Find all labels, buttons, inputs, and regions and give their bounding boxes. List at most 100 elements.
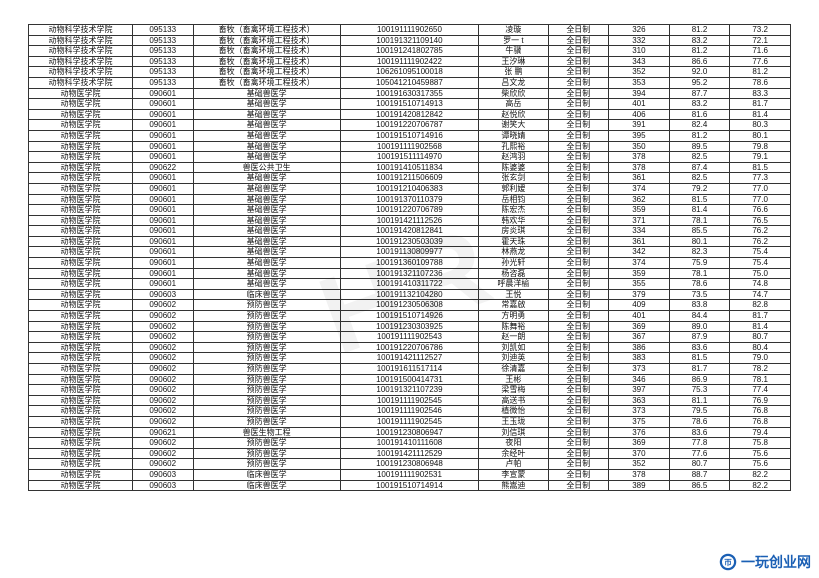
table-cell: 87.9	[669, 332, 730, 343]
table-cell: 100191210406383	[340, 183, 479, 194]
table-row: 动物医学院090601基础兽医学100191211506609张玄剑全日制361…	[29, 173, 791, 184]
table-cell: 100191421112529	[340, 448, 479, 459]
table-cell: 陈宏杰	[479, 205, 548, 216]
table-cell: 孙光轩	[479, 258, 548, 269]
table-cell: 77.0	[730, 194, 791, 205]
table-cell: 100191611517114	[340, 364, 479, 375]
table-cell: 动物医学院	[29, 130, 133, 141]
table-cell: 81.6	[669, 109, 730, 120]
table-cell: 预防兽医学	[193, 385, 340, 396]
table-row: 动物医学院090602预防兽医学100191410111608夜阳全日制3697…	[29, 438, 791, 449]
table-cell: 梁雪梅	[479, 385, 548, 396]
table-cell: 85.5	[669, 226, 730, 237]
table-cell: 72.1	[730, 35, 791, 46]
table-cell: 090601	[132, 205, 193, 216]
table-cell: 090601	[132, 215, 193, 226]
table-cell: 全日制	[548, 183, 609, 194]
table-cell: 基础兽医学	[193, 99, 340, 110]
table-cell: 动物医学院	[29, 385, 133, 396]
table-cell: 预防兽医学	[193, 332, 340, 343]
table-cell: 临床兽医学	[193, 480, 340, 491]
table-cell: 090601	[132, 268, 193, 279]
table-cell: 全日制	[548, 448, 609, 459]
table-cell: 100191421112527	[340, 353, 479, 364]
table-cell: 090602	[132, 311, 193, 322]
table-cell: 352	[609, 459, 670, 470]
table-cell: 378	[609, 469, 670, 480]
table-cell: 75.3	[669, 385, 730, 396]
table-cell: 方明勇	[479, 311, 548, 322]
table-cell: 81.4	[730, 109, 791, 120]
table-cell: 动物医学院	[29, 374, 133, 385]
table-cell: 100191230806948	[340, 459, 479, 470]
table-cell: 100191241802785	[340, 46, 479, 57]
table-row: 动物医学院090601基础兽医学100191360109788孙光轩全日制374…	[29, 258, 791, 269]
table-cell: 动物医学院	[29, 183, 133, 194]
table-row: 动物医学院090601基础兽医学100191511114970赵鸿羽全日制378…	[29, 152, 791, 163]
table-cell: 78.6	[669, 416, 730, 427]
table-cell: 100191111902568	[340, 141, 479, 152]
table-cell: 全日制	[548, 268, 609, 279]
table-row: 动物医学院090602预防兽医学100191321107239梁雪梅全日制397…	[29, 385, 791, 396]
table-cell: 383	[609, 353, 670, 364]
table-cell: 346	[609, 374, 670, 385]
table-cell: 全日制	[548, 321, 609, 332]
table-row: 动物科学技术学院095133畜牧（畜禽环境工程技术）10626109510001…	[29, 67, 791, 78]
table-cell: 090601	[132, 279, 193, 290]
table-cell: 全日制	[548, 236, 609, 247]
table-cell: 378	[609, 162, 670, 173]
table-cell: 75.4	[730, 247, 791, 258]
table-row: 动物医学院090601基础兽医学100191220706787谢笑大全日制391…	[29, 120, 791, 131]
table-cell: 动物医学院	[29, 236, 133, 247]
table-cell: 全日制	[548, 279, 609, 290]
table-row: 动物医学院090601基础兽医学100191410311722呼晨洋榆全日制35…	[29, 279, 791, 290]
table-cell: 谭晓婧	[479, 130, 548, 141]
table-cell: 预防兽医学	[193, 300, 340, 311]
table-cell: 100191111902650	[340, 25, 479, 36]
table-cell: 86.9	[669, 374, 730, 385]
table-row: 动物医学院090602预防兽医学100191510714926方明勇全日制401…	[29, 311, 791, 322]
table-cell: 87.4	[669, 162, 730, 173]
table-cell: 基础兽医学	[193, 141, 340, 152]
table-cell: 100191111902543	[340, 332, 479, 343]
table-cell: 全日制	[548, 109, 609, 120]
table-cell: 柴欣欣	[479, 88, 548, 99]
table-cell: 100191410111608	[340, 438, 479, 449]
table-cell: 高岳	[479, 99, 548, 110]
table-cell: 090601	[132, 152, 193, 163]
table-cell: 全日制	[548, 247, 609, 258]
table-cell: 81.1	[669, 395, 730, 406]
table-cell: 预防兽医学	[193, 406, 340, 417]
table-cell: 100191230503039	[340, 236, 479, 247]
table-cell: 预防兽医学	[193, 311, 340, 322]
brand-footer: 帀 一玩创业网	[719, 552, 811, 572]
table-cell: 全日制	[548, 416, 609, 427]
table-cell: 畜牧（畜禽环境工程技术）	[193, 35, 340, 46]
table-cell: 动物医学院	[29, 480, 133, 491]
table-cell: 基础兽医学	[193, 215, 340, 226]
table-cell: 动物医学院	[29, 332, 133, 343]
table-cell: 73.2	[730, 25, 791, 36]
table-row: 动物医学院090601基础兽医学100191510714916谭晓婧全日制395…	[29, 130, 791, 141]
table-cell: 100191230806947	[340, 427, 479, 438]
table-cell: 谢笑大	[479, 120, 548, 131]
table-cell: 100191410311722	[340, 279, 479, 290]
table-cell: 预防兽医学	[193, 416, 340, 427]
table-cell: 100191510714926	[340, 311, 479, 322]
table-cell: 359	[609, 205, 670, 216]
table-cell: 310	[609, 46, 670, 57]
table-cell: 动物医学院	[29, 194, 133, 205]
table-cell: 86.5	[669, 480, 730, 491]
table-cell: 徐清嘉	[479, 364, 548, 375]
table-cell: 370	[609, 448, 670, 459]
table-cell: 090603	[132, 469, 193, 480]
table-cell: 动物医学院	[29, 226, 133, 237]
table-cell: 动物医学院	[29, 173, 133, 184]
table-cell: 常嘉啟	[479, 300, 548, 311]
table-cell: 81.5	[669, 194, 730, 205]
table-cell: 100191510714913	[340, 99, 479, 110]
table-cell: 赵一朗	[479, 332, 548, 343]
table-cell: 全日制	[548, 385, 609, 396]
table-cell: 基础兽医学	[193, 205, 340, 216]
table-cell: 80.7	[730, 332, 791, 343]
